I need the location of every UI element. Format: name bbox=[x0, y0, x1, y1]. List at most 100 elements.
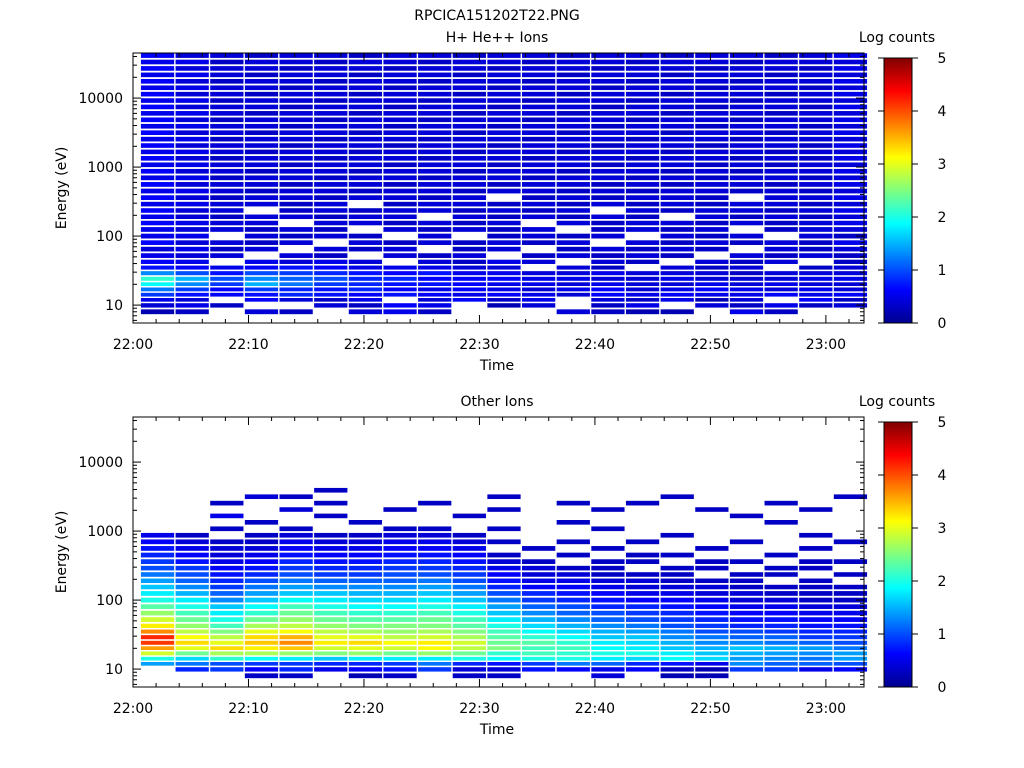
heatmap-cell bbox=[625, 136, 660, 142]
heatmap-cell bbox=[452, 104, 486, 110]
heatmap-cell bbox=[556, 292, 590, 297]
heatmap-cell bbox=[140, 91, 175, 97]
heatmap-cell bbox=[175, 104, 209, 110]
heatmap-cell bbox=[487, 673, 521, 679]
heatmap-cell bbox=[314, 500, 348, 506]
heatmap-cell bbox=[695, 85, 729, 91]
heatmap-cell bbox=[660, 604, 694, 609]
heatmap-cell bbox=[660, 610, 694, 616]
heatmap-cell bbox=[140, 265, 175, 270]
heatmap-cell bbox=[591, 667, 625, 672]
heatmap-cell bbox=[799, 656, 833, 661]
heatmap-cell bbox=[556, 519, 590, 525]
heatmap-cell bbox=[418, 651, 452, 656]
heatmap-cell bbox=[487, 287, 521, 292]
heatmap-cell bbox=[487, 282, 521, 287]
heatmap-cell bbox=[210, 646, 244, 651]
heatmap-cell bbox=[695, 53, 729, 58]
heatmap-cell bbox=[764, 98, 798, 103]
heatmap-cell bbox=[348, 629, 383, 634]
heatmap-cell bbox=[348, 136, 383, 142]
heatmap-cell bbox=[833, 265, 868, 270]
heatmap-cell bbox=[695, 292, 729, 297]
heatmap-cell bbox=[140, 78, 175, 84]
heatmap-cell bbox=[799, 240, 833, 245]
heatmap-cell bbox=[418, 259, 452, 264]
x-axis-label: Time bbox=[479, 722, 514, 738]
heatmap-cell bbox=[244, 597, 279, 603]
heatmap-cell bbox=[140, 629, 175, 634]
heatmap-cell bbox=[140, 220, 175, 226]
heatmap-cell bbox=[314, 104, 348, 110]
heatmap-cell bbox=[799, 246, 833, 252]
heatmap-cell bbox=[348, 546, 383, 551]
heatmap-cell bbox=[418, 271, 452, 276]
heatmap-cell bbox=[695, 201, 729, 207]
heatmap-cell bbox=[452, 98, 486, 103]
heatmap-cell bbox=[522, 604, 556, 609]
heatmap-cell bbox=[833, 629, 868, 634]
heatmap-cell bbox=[452, 604, 486, 609]
heatmap-cell bbox=[487, 662, 521, 666]
heatmap-cell bbox=[314, 276, 348, 281]
heatmap-cell bbox=[833, 85, 868, 91]
x-tick-label: 22:50 bbox=[690, 701, 730, 717]
heatmap-cell bbox=[383, 59, 417, 65]
heatmap-cell bbox=[591, 253, 625, 258]
heatmap-cell bbox=[140, 271, 175, 276]
heatmap-cell bbox=[140, 303, 175, 308]
heatmap-cell bbox=[556, 578, 590, 584]
heatmap-cell bbox=[556, 78, 590, 84]
heatmap-cell bbox=[764, 175, 798, 181]
heatmap-cell bbox=[244, 662, 279, 666]
heatmap-cell bbox=[244, 155, 279, 161]
heatmap-cell bbox=[556, 117, 590, 123]
heatmap-cell bbox=[210, 656, 244, 661]
heatmap-cell bbox=[348, 597, 383, 603]
heatmap-cell bbox=[175, 233, 209, 239]
heatmap-cell bbox=[487, 539, 521, 545]
heatmap-cell bbox=[452, 175, 486, 181]
heatmap-cell bbox=[764, 111, 798, 116]
heatmap-cell bbox=[625, 111, 660, 116]
heatmap-cell bbox=[522, 617, 556, 622]
heatmap-cell bbox=[625, 572, 660, 577]
heatmap-cell bbox=[556, 572, 590, 577]
heatmap-cell bbox=[729, 271, 764, 276]
heatmap-cell bbox=[175, 59, 209, 65]
heatmap-cell bbox=[764, 259, 798, 264]
heatmap-cell bbox=[452, 287, 486, 292]
heatmap-cell bbox=[175, 123, 209, 129]
heatmap-cell bbox=[348, 143, 383, 148]
heatmap-cell bbox=[487, 188, 521, 194]
heatmap-cell bbox=[591, 265, 625, 270]
heatmap-cell bbox=[279, 104, 313, 110]
heatmap-cell bbox=[833, 188, 868, 194]
heatmap-cell bbox=[314, 623, 348, 628]
heatmap-cell bbox=[591, 123, 625, 129]
heatmap-cell bbox=[279, 494, 313, 500]
heatmap-cell bbox=[660, 182, 694, 187]
heatmap-cell bbox=[452, 168, 486, 174]
heatmap-cell bbox=[418, 646, 452, 651]
heatmap-cell bbox=[729, 662, 764, 666]
heatmap-cell bbox=[591, 201, 625, 207]
heatmap-cell bbox=[660, 85, 694, 91]
heatmap-cell bbox=[418, 629, 452, 634]
heatmap-cell bbox=[833, 195, 868, 201]
heatmap-cell bbox=[244, 552, 279, 558]
heatmap-cell bbox=[175, 303, 209, 308]
heatmap-cell bbox=[799, 168, 833, 174]
heatmap-cell bbox=[418, 227, 452, 232]
heatmap-cell bbox=[210, 182, 244, 187]
heatmap-cell bbox=[729, 175, 764, 181]
heatmap-cell bbox=[764, 155, 798, 161]
heatmap-cell bbox=[244, 546, 279, 551]
heatmap-cell bbox=[314, 559, 348, 565]
heatmap-cell bbox=[625, 667, 660, 672]
heatmap-cell bbox=[625, 201, 660, 207]
heatmap-cell bbox=[660, 656, 694, 661]
x-axis-label: Time bbox=[479, 358, 514, 374]
heatmap-cell bbox=[695, 136, 729, 142]
heatmap-cell bbox=[799, 130, 833, 136]
